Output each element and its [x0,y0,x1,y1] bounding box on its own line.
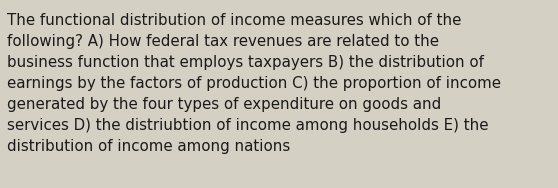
Text: The functional distribution of income measures which of the
following? A) How fe: The functional distribution of income me… [7,13,501,154]
